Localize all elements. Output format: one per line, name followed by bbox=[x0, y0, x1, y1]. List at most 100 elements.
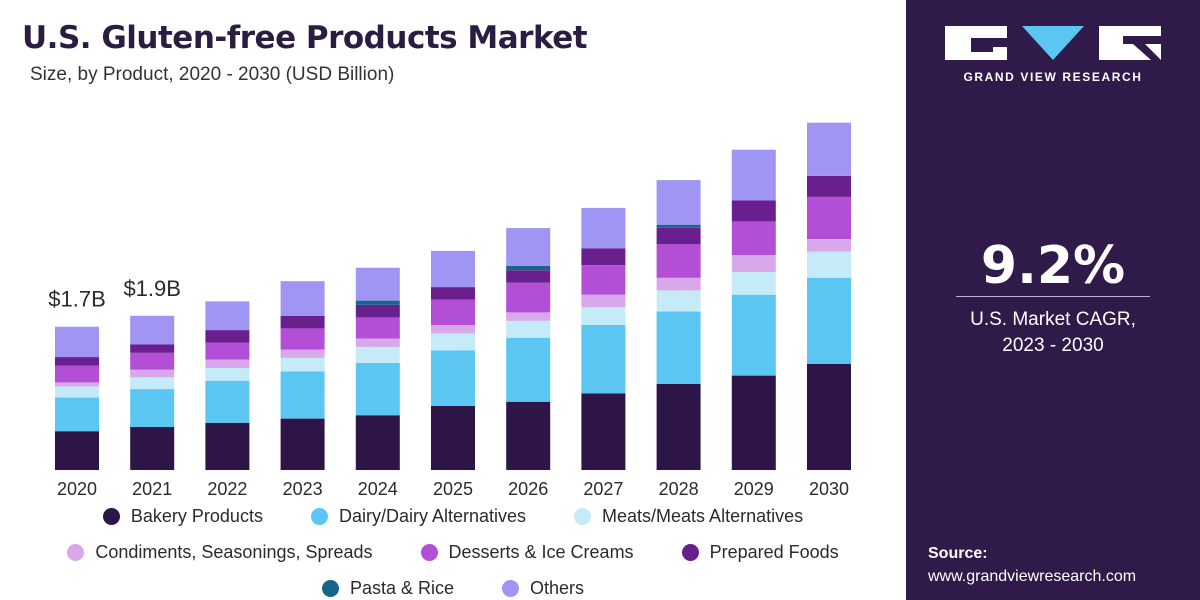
x-tick-label-2027: 2027 bbox=[583, 479, 623, 499]
legend-swatch bbox=[502, 579, 519, 597]
bar-segment-2021-5 bbox=[130, 344, 175, 353]
gvr-logo-icon bbox=[945, 26, 1161, 60]
chart-legend: Bakery Products Dairy/Dairy Alternatives M… bbox=[0, 505, 906, 599]
x-tick-label-2028: 2028 bbox=[659, 479, 699, 499]
data-label-2020: $1.7B bbox=[48, 287, 106, 312]
cagr-label-line1: U.S. Market CAGR, bbox=[970, 309, 1136, 330]
chart-subtitle: Size, by Product, 2020 - 2030 (USD Billi… bbox=[30, 64, 395, 85]
bar-segment-2028-6 bbox=[656, 224, 701, 228]
chart-title: U.S. Gluten-free Products Market bbox=[22, 20, 588, 56]
bar-segment-2023-2 bbox=[280, 357, 325, 372]
bar-segment-2028-7 bbox=[656, 180, 701, 225]
bar-segment-2025-3 bbox=[431, 325, 475, 334]
bar-segment-2026-7 bbox=[506, 228, 551, 266]
legend-label: Meats/Meats Alternatives bbox=[602, 505, 804, 526]
bar-segment-2022-0 bbox=[205, 422, 250, 470]
bar-segment-2030-5 bbox=[807, 175, 851, 197]
bar-segment-2027-2 bbox=[581, 307, 626, 325]
bar-segment-2021-0 bbox=[130, 427, 175, 470]
bar-segment-2027-4 bbox=[581, 265, 626, 295]
bar-segment-2023-5 bbox=[280, 315, 325, 329]
x-tick-label-2023: 2023 bbox=[283, 479, 323, 499]
bar-segment-2022-5 bbox=[205, 330, 250, 343]
x-tick-label-2024: 2024 bbox=[358, 479, 398, 499]
bar-segment-2026-1 bbox=[506, 337, 551, 402]
legend-swatch bbox=[321, 579, 339, 597]
source-link[interactable]: www.grandviewresearch.com bbox=[928, 568, 1137, 585]
bar-segment-2028-4 bbox=[656, 244, 701, 278]
bar-segment-2024-1 bbox=[355, 363, 400, 416]
bar-segment-2025-4 bbox=[431, 299, 475, 325]
bar-segment-2025-7 bbox=[431, 250, 475, 288]
bar-segment-2028-1 bbox=[656, 311, 701, 384]
legend-label: Bakery Products bbox=[130, 505, 263, 526]
legend-item: Prepared Foods bbox=[681, 541, 839, 563]
brand-name: GRAND VIEW RESEARCH bbox=[963, 70, 1143, 84]
bar-segment-2027-3 bbox=[581, 294, 626, 308]
bar-segment-2028-5 bbox=[656, 227, 701, 245]
source-label: Source: bbox=[928, 545, 988, 562]
bar-segment-2020-2 bbox=[55, 386, 99, 398]
sidebar-panel: GRAND VIEW RESEARCH 9.2% U.S. Market CAG… bbox=[906, 0, 1200, 600]
chart-area: U.S. Gluten-free Products Market Size, b… bbox=[0, 20, 906, 599]
legend-item: Condiments, Seasonings, Spreads bbox=[67, 541, 373, 563]
legend-swatch bbox=[574, 507, 592, 525]
bar-segment-2028-3 bbox=[656, 277, 701, 291]
x-tick-label-2021: 2021 bbox=[132, 479, 172, 499]
bar-segment-2026-2 bbox=[506, 320, 551, 338]
legend-label: Prepared Foods bbox=[709, 541, 839, 562]
bar-segment-2026-5 bbox=[506, 270, 551, 283]
cagr-value: 9.2% bbox=[980, 236, 1126, 296]
legend-swatch bbox=[67, 543, 85, 561]
bar-segment-2024-7 bbox=[355, 267, 400, 301]
legend-item: Bakery Products bbox=[102, 505, 263, 527]
bar-segment-2022-1 bbox=[205, 380, 250, 423]
bar-segment-2025-5 bbox=[431, 287, 475, 300]
bar-segment-2022-7 bbox=[205, 301, 250, 331]
bar-segment-2030-2 bbox=[807, 251, 851, 278]
bar-segment-2023-0 bbox=[280, 418, 325, 470]
bar-segment-2029-4 bbox=[731, 221, 776, 256]
bar-segment-2024-5 bbox=[355, 304, 400, 318]
bar-segment-2027-0 bbox=[581, 393, 626, 470]
bar-segment-2023-3 bbox=[280, 349, 325, 358]
bar-segment-2029-5 bbox=[731, 200, 776, 222]
bar-segment-2020-7 bbox=[55, 326, 99, 357]
stacked-bar-chart: 2020 2021 2022 2023 2024 2025 2026 2027 2028 2029… bbox=[48, 122, 851, 499]
bar-segment-2021-2 bbox=[130, 377, 175, 390]
x-tick-label-2030: 2030 bbox=[809, 479, 849, 499]
legend-label: Pasta & Rice bbox=[349, 577, 454, 598]
bar-segment-2022-3 bbox=[205, 359, 250, 368]
bar-segment-2027-5 bbox=[581, 248, 626, 266]
cagr-label: U.S. Market CAGR, 2023 - 2030 bbox=[906, 307, 1200, 359]
bar-segment-2029-7 bbox=[731, 149, 776, 201]
legend-item: Others bbox=[502, 577, 584, 599]
bar-segment-2030-7 bbox=[807, 122, 851, 176]
bar-segment-2029-3 bbox=[731, 255, 776, 272]
bar-segment-2026-4 bbox=[506, 282, 551, 313]
legend-label: Others bbox=[530, 577, 585, 598]
bar-segment-2030-0 bbox=[807, 363, 851, 470]
legend-swatch bbox=[102, 507, 120, 525]
bar-segment-2025-0 bbox=[431, 405, 475, 470]
x-tick-label-2026: 2026 bbox=[508, 479, 548, 499]
bar-segment-2027-7 bbox=[581, 207, 626, 249]
cagr-divider bbox=[956, 296, 1150, 297]
bar-segment-2026-3 bbox=[506, 312, 551, 321]
bar-segment-2024-4 bbox=[355, 317, 400, 339]
bar-segment-2022-2 bbox=[205, 368, 250, 381]
bar-segment-2023-1 bbox=[280, 371, 325, 419]
legend-swatch bbox=[681, 543, 699, 561]
bar-segment-2020-1 bbox=[55, 397, 99, 432]
legend-label: Dairy/Dairy Alternatives bbox=[338, 505, 527, 526]
legend-item: Dairy/Dairy Alternatives bbox=[310, 505, 527, 527]
data-label-2021: $1.9B bbox=[123, 276, 181, 301]
bar-segment-2024-6 bbox=[355, 300, 400, 305]
bar-segment-2023-4 bbox=[280, 328, 325, 350]
bar-segment-2023-7 bbox=[280, 281, 325, 316]
bar-segment-2021-7 bbox=[130, 315, 175, 345]
legend-label: Condiments, Seasonings, Spreads bbox=[95, 541, 373, 562]
bar-segment-2022-4 bbox=[205, 342, 250, 360]
legend-swatch bbox=[310, 507, 328, 525]
bar-segment-2020-3 bbox=[55, 382, 99, 387]
